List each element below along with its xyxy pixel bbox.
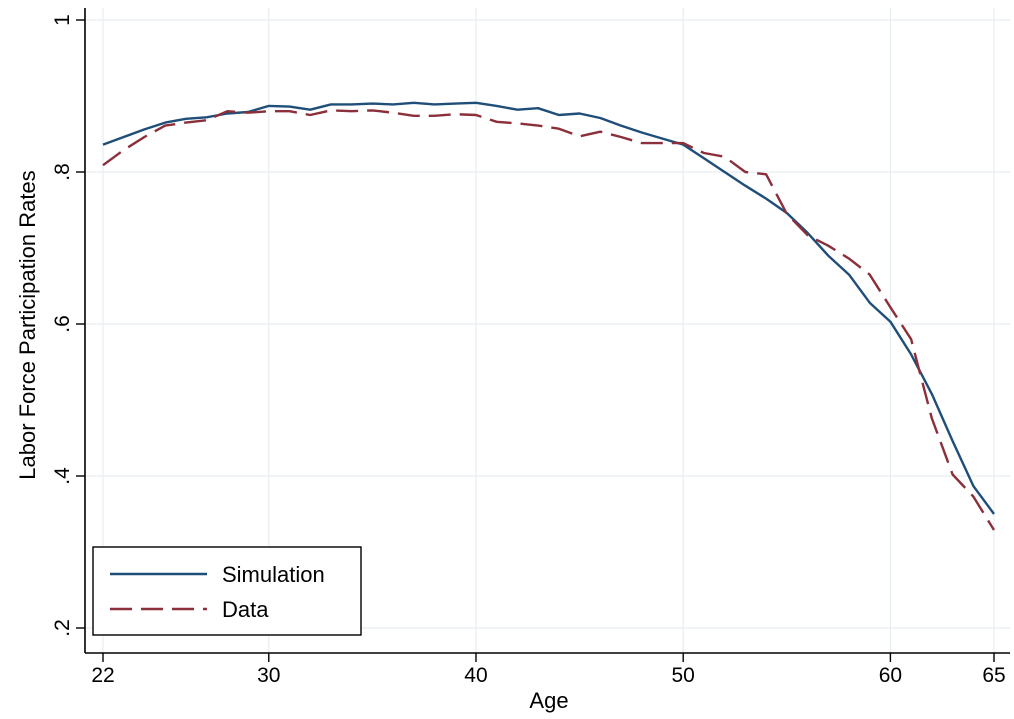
x-tick-label: 30 <box>257 664 280 687</box>
x-tick-label: 40 <box>464 664 487 687</box>
series-lines <box>102 101 996 531</box>
legend-label-data: Data <box>222 597 269 622</box>
y-tick-label: .2 <box>51 619 74 637</box>
gridlines <box>85 8 1010 653</box>
x-tick-label: 65 <box>982 664 1005 687</box>
x-axis-title: Age <box>529 688 568 713</box>
legend-label-simulation: Simulation <box>222 562 325 587</box>
axis-ticks: .2 .4 .6 .8 1 22 30 40 50 60 65 <box>51 14 1006 687</box>
y-tick-label: .8 <box>51 163 74 181</box>
x-tick-label: 22 <box>91 664 114 687</box>
legend: Simulation Data <box>92 546 362 636</box>
y-tick-label: .6 <box>51 315 74 333</box>
x-tick-label: 50 <box>672 664 695 687</box>
y-axis-title: Labor Force Participation Rates <box>15 170 40 479</box>
x-tick-label: 60 <box>879 664 902 687</box>
legend-box <box>92 546 362 636</box>
y-tick-label: .4 <box>51 467 74 485</box>
series-line-simulation <box>102 101 995 515</box>
y-tick-label: 1 <box>51 14 74 26</box>
series-line-data <box>102 109 996 531</box>
